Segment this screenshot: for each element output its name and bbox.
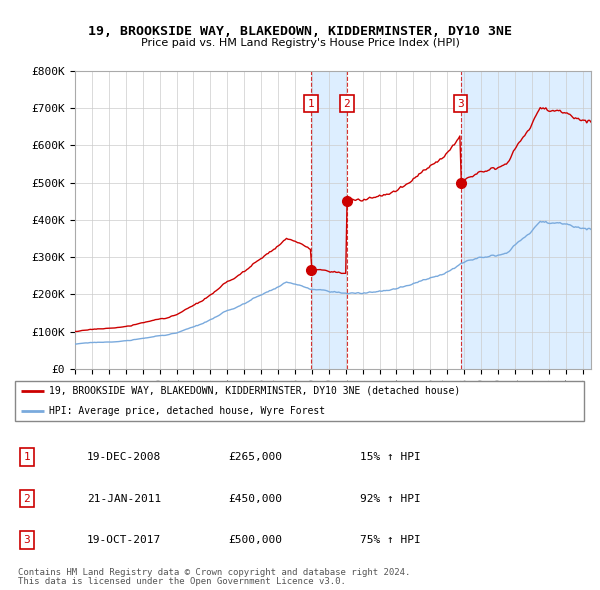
Text: 92% ↑ HPI: 92% ↑ HPI xyxy=(360,494,421,503)
Text: £450,000: £450,000 xyxy=(228,494,282,503)
Text: 3: 3 xyxy=(23,535,31,545)
Text: HPI: Average price, detached house, Wyre Forest: HPI: Average price, detached house, Wyre… xyxy=(49,407,326,416)
Text: £500,000: £500,000 xyxy=(228,535,282,545)
FancyBboxPatch shape xyxy=(15,381,584,421)
Text: 2: 2 xyxy=(343,99,350,109)
Text: This data is licensed under the Open Government Licence v3.0.: This data is licensed under the Open Gov… xyxy=(18,577,346,586)
Bar xyxy=(461,71,591,369)
Text: 3: 3 xyxy=(457,99,464,109)
Text: Price paid vs. HM Land Registry's House Price Index (HPI): Price paid vs. HM Land Registry's House … xyxy=(140,38,460,48)
Text: 2: 2 xyxy=(23,494,31,503)
Text: 19, BROOKSIDE WAY, BLAKEDOWN, KIDDERMINSTER, DY10 3NE (detached house): 19, BROOKSIDE WAY, BLAKEDOWN, KIDDERMINS… xyxy=(49,386,461,396)
Text: £265,000: £265,000 xyxy=(228,453,282,462)
Text: Contains HM Land Registry data © Crown copyright and database right 2024.: Contains HM Land Registry data © Crown c… xyxy=(18,568,410,576)
Text: 1: 1 xyxy=(308,99,314,109)
Text: 19-OCT-2017: 19-OCT-2017 xyxy=(87,535,161,545)
Text: 21-JAN-2011: 21-JAN-2011 xyxy=(87,494,161,503)
Bar xyxy=(311,71,347,369)
Text: 1: 1 xyxy=(23,453,31,462)
Text: 19-DEC-2008: 19-DEC-2008 xyxy=(87,453,161,462)
Text: 75% ↑ HPI: 75% ↑ HPI xyxy=(360,535,421,545)
Text: 19, BROOKSIDE WAY, BLAKEDOWN, KIDDERMINSTER, DY10 3NE: 19, BROOKSIDE WAY, BLAKEDOWN, KIDDERMINS… xyxy=(88,25,512,38)
Text: 15% ↑ HPI: 15% ↑ HPI xyxy=(360,453,421,462)
